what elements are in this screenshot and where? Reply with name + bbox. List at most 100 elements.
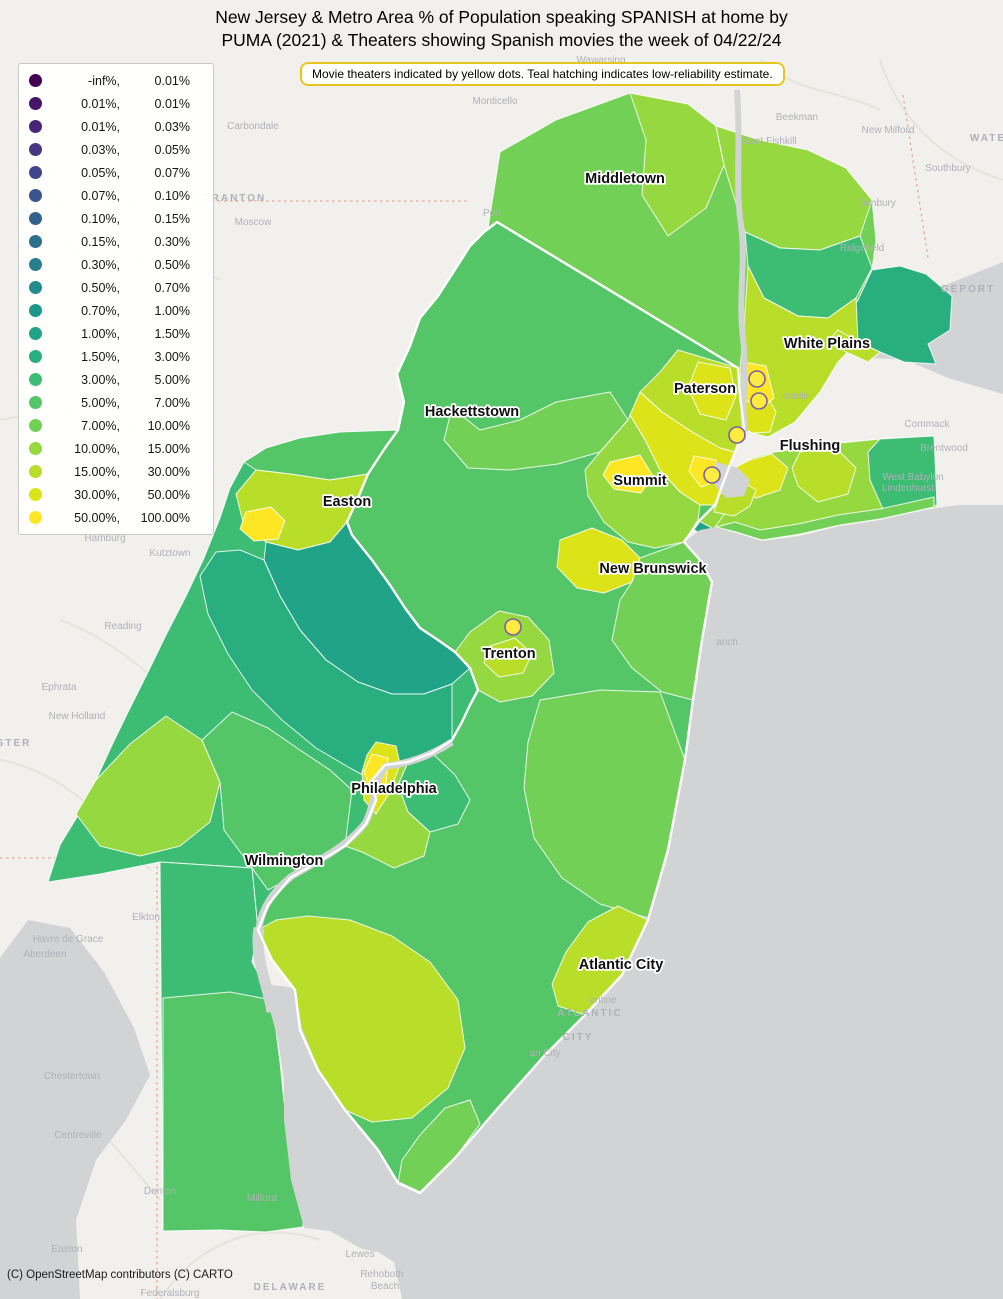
basemap-label: Lindenhurst: [882, 483, 934, 494]
basemap-label: Brentwood: [920, 443, 968, 454]
map-title-line2: PUMA (2021) & Theaters showing Spanish m…: [221, 30, 782, 51]
basemap-label: Easton: [51, 1244, 82, 1255]
legend-color-dot: [29, 373, 42, 386]
basemap-label: Lewes: [346, 1249, 375, 1260]
basemap-label: East Fishkill: [743, 136, 796, 147]
region-trenton: [483, 637, 533, 678]
basemap-label: New Holland: [49, 711, 106, 722]
hudson-river: [734, 89, 748, 433]
legend-range-from: 3.00%,: [81, 372, 120, 387]
region-chester: [75, 715, 221, 857]
legend-range-to: 10.00%: [147, 418, 190, 433]
basemap-label: New Milford: [862, 125, 915, 136]
basemap-label: Havre de Grace: [33, 934, 104, 945]
legend-entry: 7.00%, 10.00%: [29, 414, 205, 437]
legend-range-to: 0.05%: [154, 142, 190, 157]
legend-range-to: 100.00%: [140, 510, 190, 525]
legend-color-dot: [29, 120, 42, 133]
legend-range-from: 0.07%,: [81, 188, 120, 203]
basemap-label: Commack: [904, 419, 950, 430]
theater-dot: [748, 370, 766, 388]
legend-range-from: 10.00%,: [74, 441, 120, 456]
region-paterson: [687, 361, 737, 421]
city-label: Easton: [323, 494, 371, 510]
city-label: New Brunswick: [599, 561, 707, 577]
basemap-label: Port: [483, 208, 502, 219]
legend-entry: 10.00%, 15.00%: [29, 437, 205, 460]
legend-color-dot: [29, 465, 42, 478]
legend-color-dot: [29, 396, 42, 409]
legend-range-to: 1.50%: [154, 326, 190, 341]
delaware-bay: [270, 985, 432, 1299]
nj-state-border: [256, 220, 746, 1195]
basemap-label: Denton: [144, 1186, 176, 1197]
legend-entry: 30.00%, 50.00%: [29, 483, 205, 506]
legend-color-dot: [29, 442, 42, 455]
map-title: New Jersey & Metro Area % of Population …: [0, 6, 1003, 52]
basemap-label: GEPORT: [941, 284, 995, 295]
basemap-label: Wawarsing: [576, 55, 625, 66]
city-label: Flushing: [780, 438, 840, 454]
city-label: Atlantic City: [579, 957, 664, 973]
legend-range-from: 0.01%,: [81, 96, 120, 111]
city-label: Summit: [613, 473, 666, 489]
legend-range-to: 3.00%: [154, 349, 190, 364]
city-label: Trenton: [482, 646, 535, 662]
legend-entry: 0.03%, 0.05%: [29, 138, 205, 161]
legend-entry: 50.00%, 100.00%: [29, 506, 205, 529]
legend-range-from: 0.05%,: [81, 165, 120, 180]
basemap-label: Moscow: [235, 217, 272, 228]
region-newburgh: [629, 92, 725, 237]
basemap-label: Ephrata: [41, 682, 76, 693]
legend-range-from: 0.50%,: [81, 280, 120, 295]
basemap-label: Reading: [104, 621, 141, 632]
city-label: Middletown: [585, 171, 665, 187]
legend-entry: 1.00%, 1.50%: [29, 322, 205, 345]
basemap-label: an City: [529, 1048, 560, 1059]
legend-range-to: 15.00%: [147, 441, 190, 456]
legend-range-from: 0.01%,: [81, 119, 120, 134]
legend-entry: 5.00%, 7.00%: [29, 391, 205, 414]
basemap-label: Chestertown: [44, 1071, 100, 1082]
legend-color-dot: [29, 350, 42, 363]
basemap-label: STER: [0, 738, 31, 749]
basemap-label: chelle: [783, 391, 810, 402]
legend-range-to: 0.01%: [154, 96, 190, 111]
legend-range-to: 5.00%: [154, 372, 190, 387]
city-label: Wilmington: [245, 853, 324, 869]
basemap-label: ATLANTIC: [557, 1008, 622, 1019]
legend-entry: 0.07%, 0.10%: [29, 184, 205, 207]
legend-color-dot: [29, 143, 42, 156]
attribution: (C) OpenStreetMap contributors (C) CARTO: [7, 1269, 233, 1281]
legend-entry: 0.15%, 0.30%: [29, 230, 205, 253]
legend-color-dot: [29, 166, 42, 179]
legend-entry: 0.05%, 0.07%: [29, 161, 205, 184]
atlantic-ocean: [420, 505, 1003, 1299]
basemap-label: antine: [589, 995, 617, 1006]
basemap-label: CITY: [563, 1032, 594, 1043]
legend-range-from: 5.00%,: [81, 395, 120, 410]
legend-range-from: 0.03%,: [81, 142, 120, 157]
legend-entry: 0.10%, 0.15%: [29, 207, 205, 230]
legend-range-from: 30.00%,: [74, 487, 120, 502]
legend-color-dot: [29, 189, 42, 202]
legend-color-dot: [29, 97, 42, 110]
raritan-bay: [684, 527, 756, 582]
legend-range-from: 0.70%,: [81, 303, 120, 318]
theater-dot: [728, 426, 746, 444]
delaware-river-lower: [252, 927, 278, 1013]
region-nassau: [791, 447, 857, 503]
region-ct-coast: [827, 329, 881, 363]
region-li-south-shore: [715, 496, 935, 541]
theater-dots: [504, 370, 768, 636]
legend-range-to: 0.07%: [154, 165, 190, 180]
basemap-label: West Babylon: [882, 472, 944, 483]
legend-range-to: 30.00%: [147, 464, 190, 479]
legend-color-dot: [29, 419, 42, 432]
basemap-label: Hamburg: [84, 533, 125, 544]
basemap-label: SCRANTON: [194, 193, 266, 204]
basemap-place-labels: Carbondale Monticello Wawarsing Beekman East…: [0, 55, 1003, 1299]
legend: -inf%, 0.01% 0.01%, 0.01% 0.01%, 0.03% 0.03%, 0…: [18, 63, 214, 535]
basemap-label: Elkton: [132, 912, 160, 923]
